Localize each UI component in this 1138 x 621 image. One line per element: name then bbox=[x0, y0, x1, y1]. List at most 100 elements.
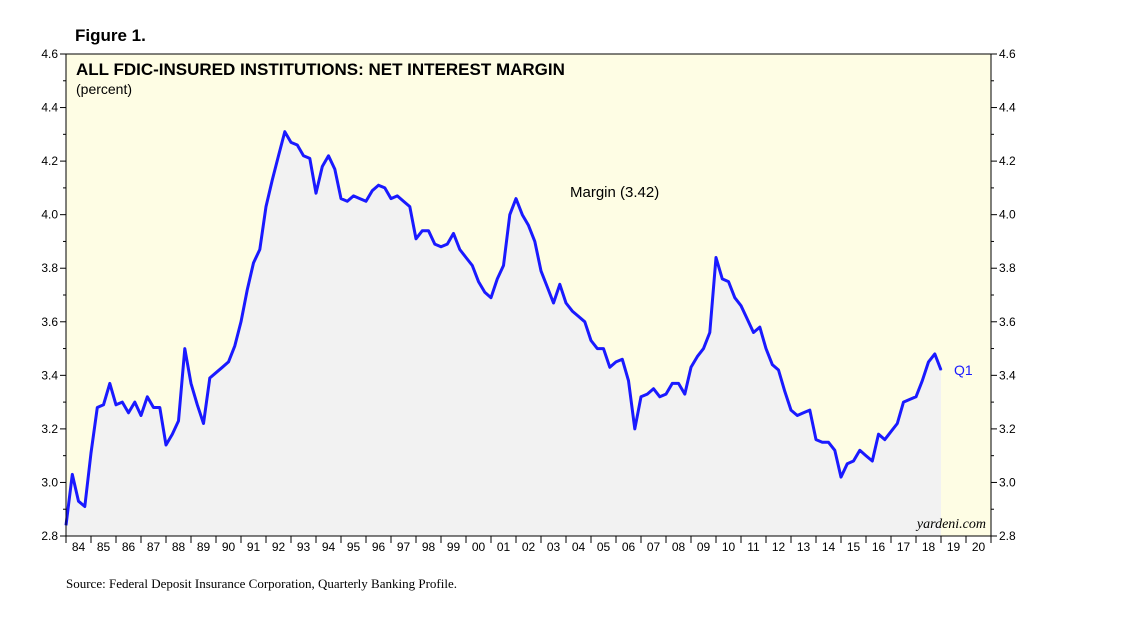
y-tick-label-right: 3.4 bbox=[999, 368, 1016, 382]
y-tick-label-right: 3.8 bbox=[999, 261, 1016, 275]
data-point bbox=[540, 270, 542, 272]
data-point bbox=[571, 310, 573, 312]
x-tick-label: 02 bbox=[522, 540, 536, 554]
data-point bbox=[727, 281, 730, 283]
x-tick-label: 98 bbox=[422, 540, 436, 554]
data-point bbox=[134, 401, 136, 403]
data-point bbox=[621, 358, 623, 360]
data-point bbox=[459, 248, 461, 251]
data-point bbox=[252, 262, 255, 264]
data-point bbox=[352, 195, 355, 197]
data-point bbox=[221, 366, 223, 368]
series-label: Margin (3.42) bbox=[570, 184, 659, 201]
data-point bbox=[565, 302, 567, 304]
data-point bbox=[659, 396, 661, 398]
y-tick-label-left: 4.2 bbox=[41, 154, 58, 168]
x-tick-label: 88 bbox=[172, 540, 186, 554]
data-points bbox=[65, 131, 942, 526]
data-point bbox=[334, 168, 336, 170]
data-point bbox=[940, 369, 942, 371]
x-tick-label: 86 bbox=[122, 540, 136, 554]
axes: 2.8 2.8 3.0 3.0 3.2 3.2 3.4 3.4 3.6 3.6 3.8 3.8 4.0 4… bbox=[41, 47, 1016, 554]
data-point bbox=[709, 331, 711, 334]
data-point bbox=[859, 449, 861, 451]
x-tick-label: 97 bbox=[397, 540, 411, 554]
data-point bbox=[534, 240, 536, 242]
data-point bbox=[890, 431, 892, 433]
data-point bbox=[321, 165, 323, 168]
data-point bbox=[834, 449, 836, 451]
data-point bbox=[140, 414, 142, 417]
data-point bbox=[752, 331, 755, 334]
data-point bbox=[909, 398, 911, 400]
data-point bbox=[852, 460, 855, 462]
data-point bbox=[434, 243, 436, 245]
data-point bbox=[109, 382, 111, 384]
data-point bbox=[627, 380, 630, 382]
data-point bbox=[196, 404, 198, 406]
data-point bbox=[465, 256, 467, 259]
data-point bbox=[527, 224, 530, 226]
data-point bbox=[734, 297, 736, 299]
x-tick-label: 16 bbox=[872, 540, 886, 554]
data-point bbox=[515, 198, 517, 200]
data-point bbox=[190, 382, 192, 384]
end-label: Q1 bbox=[954, 362, 973, 378]
data-point bbox=[377, 184, 380, 186]
y-tick-label-right: 3.0 bbox=[999, 475, 1016, 489]
data-point bbox=[296, 144, 298, 146]
data-point bbox=[152, 406, 155, 409]
data-point bbox=[596, 348, 598, 350]
data-point bbox=[746, 318, 748, 320]
data-point bbox=[646, 393, 648, 395]
data-point bbox=[96, 406, 98, 409]
data-point bbox=[359, 198, 361, 200]
chart-title: ALL FDIC-INSURED INSTITUTIONS: NET INTER… bbox=[76, 60, 565, 79]
x-tick-label: 92 bbox=[272, 540, 286, 554]
data-point bbox=[215, 372, 217, 374]
data-point bbox=[765, 348, 767, 350]
y-tick-label-right: 4.2 bbox=[999, 154, 1016, 168]
data-point bbox=[521, 214, 523, 216]
y-tick-label-right: 2.8 bbox=[999, 529, 1016, 543]
data-point bbox=[934, 353, 936, 355]
data-point bbox=[427, 230, 430, 232]
data-point bbox=[821, 441, 823, 443]
data-point bbox=[309, 157, 311, 159]
data-point bbox=[584, 321, 586, 323]
x-tick-label: 95 bbox=[347, 540, 361, 554]
data-point bbox=[421, 230, 423, 232]
data-point bbox=[177, 420, 180, 422]
data-point bbox=[846, 463, 848, 465]
data-point bbox=[471, 264, 473, 267]
data-point bbox=[546, 286, 548, 288]
data-point bbox=[809, 409, 811, 411]
data-point bbox=[802, 412, 805, 414]
x-tick-label: 13 bbox=[797, 540, 811, 554]
data-point bbox=[234, 345, 236, 347]
data-point bbox=[402, 200, 405, 202]
data-point bbox=[827, 441, 830, 443]
x-tick-label: 09 bbox=[697, 540, 711, 554]
y-tick-label-right: 3.6 bbox=[999, 315, 1016, 329]
data-point bbox=[490, 297, 492, 299]
data-point bbox=[927, 361, 930, 363]
data-point bbox=[877, 433, 880, 435]
data-point bbox=[690, 366, 692, 368]
data-point bbox=[921, 380, 923, 382]
data-point bbox=[384, 187, 386, 189]
x-tick-label: 01 bbox=[497, 540, 511, 554]
data-point bbox=[227, 361, 230, 363]
data-point bbox=[159, 406, 161, 409]
data-point bbox=[615, 361, 617, 363]
data-point bbox=[477, 281, 480, 283]
data-point bbox=[102, 404, 105, 406]
data-point bbox=[609, 366, 611, 368]
data-point bbox=[496, 278, 498, 280]
data-point bbox=[146, 396, 148, 398]
data-point bbox=[902, 401, 905, 403]
x-tick-label: 12 bbox=[772, 540, 786, 554]
x-tick-label: 07 bbox=[647, 540, 661, 554]
y-tick-label-left: 2.8 bbox=[41, 529, 58, 543]
